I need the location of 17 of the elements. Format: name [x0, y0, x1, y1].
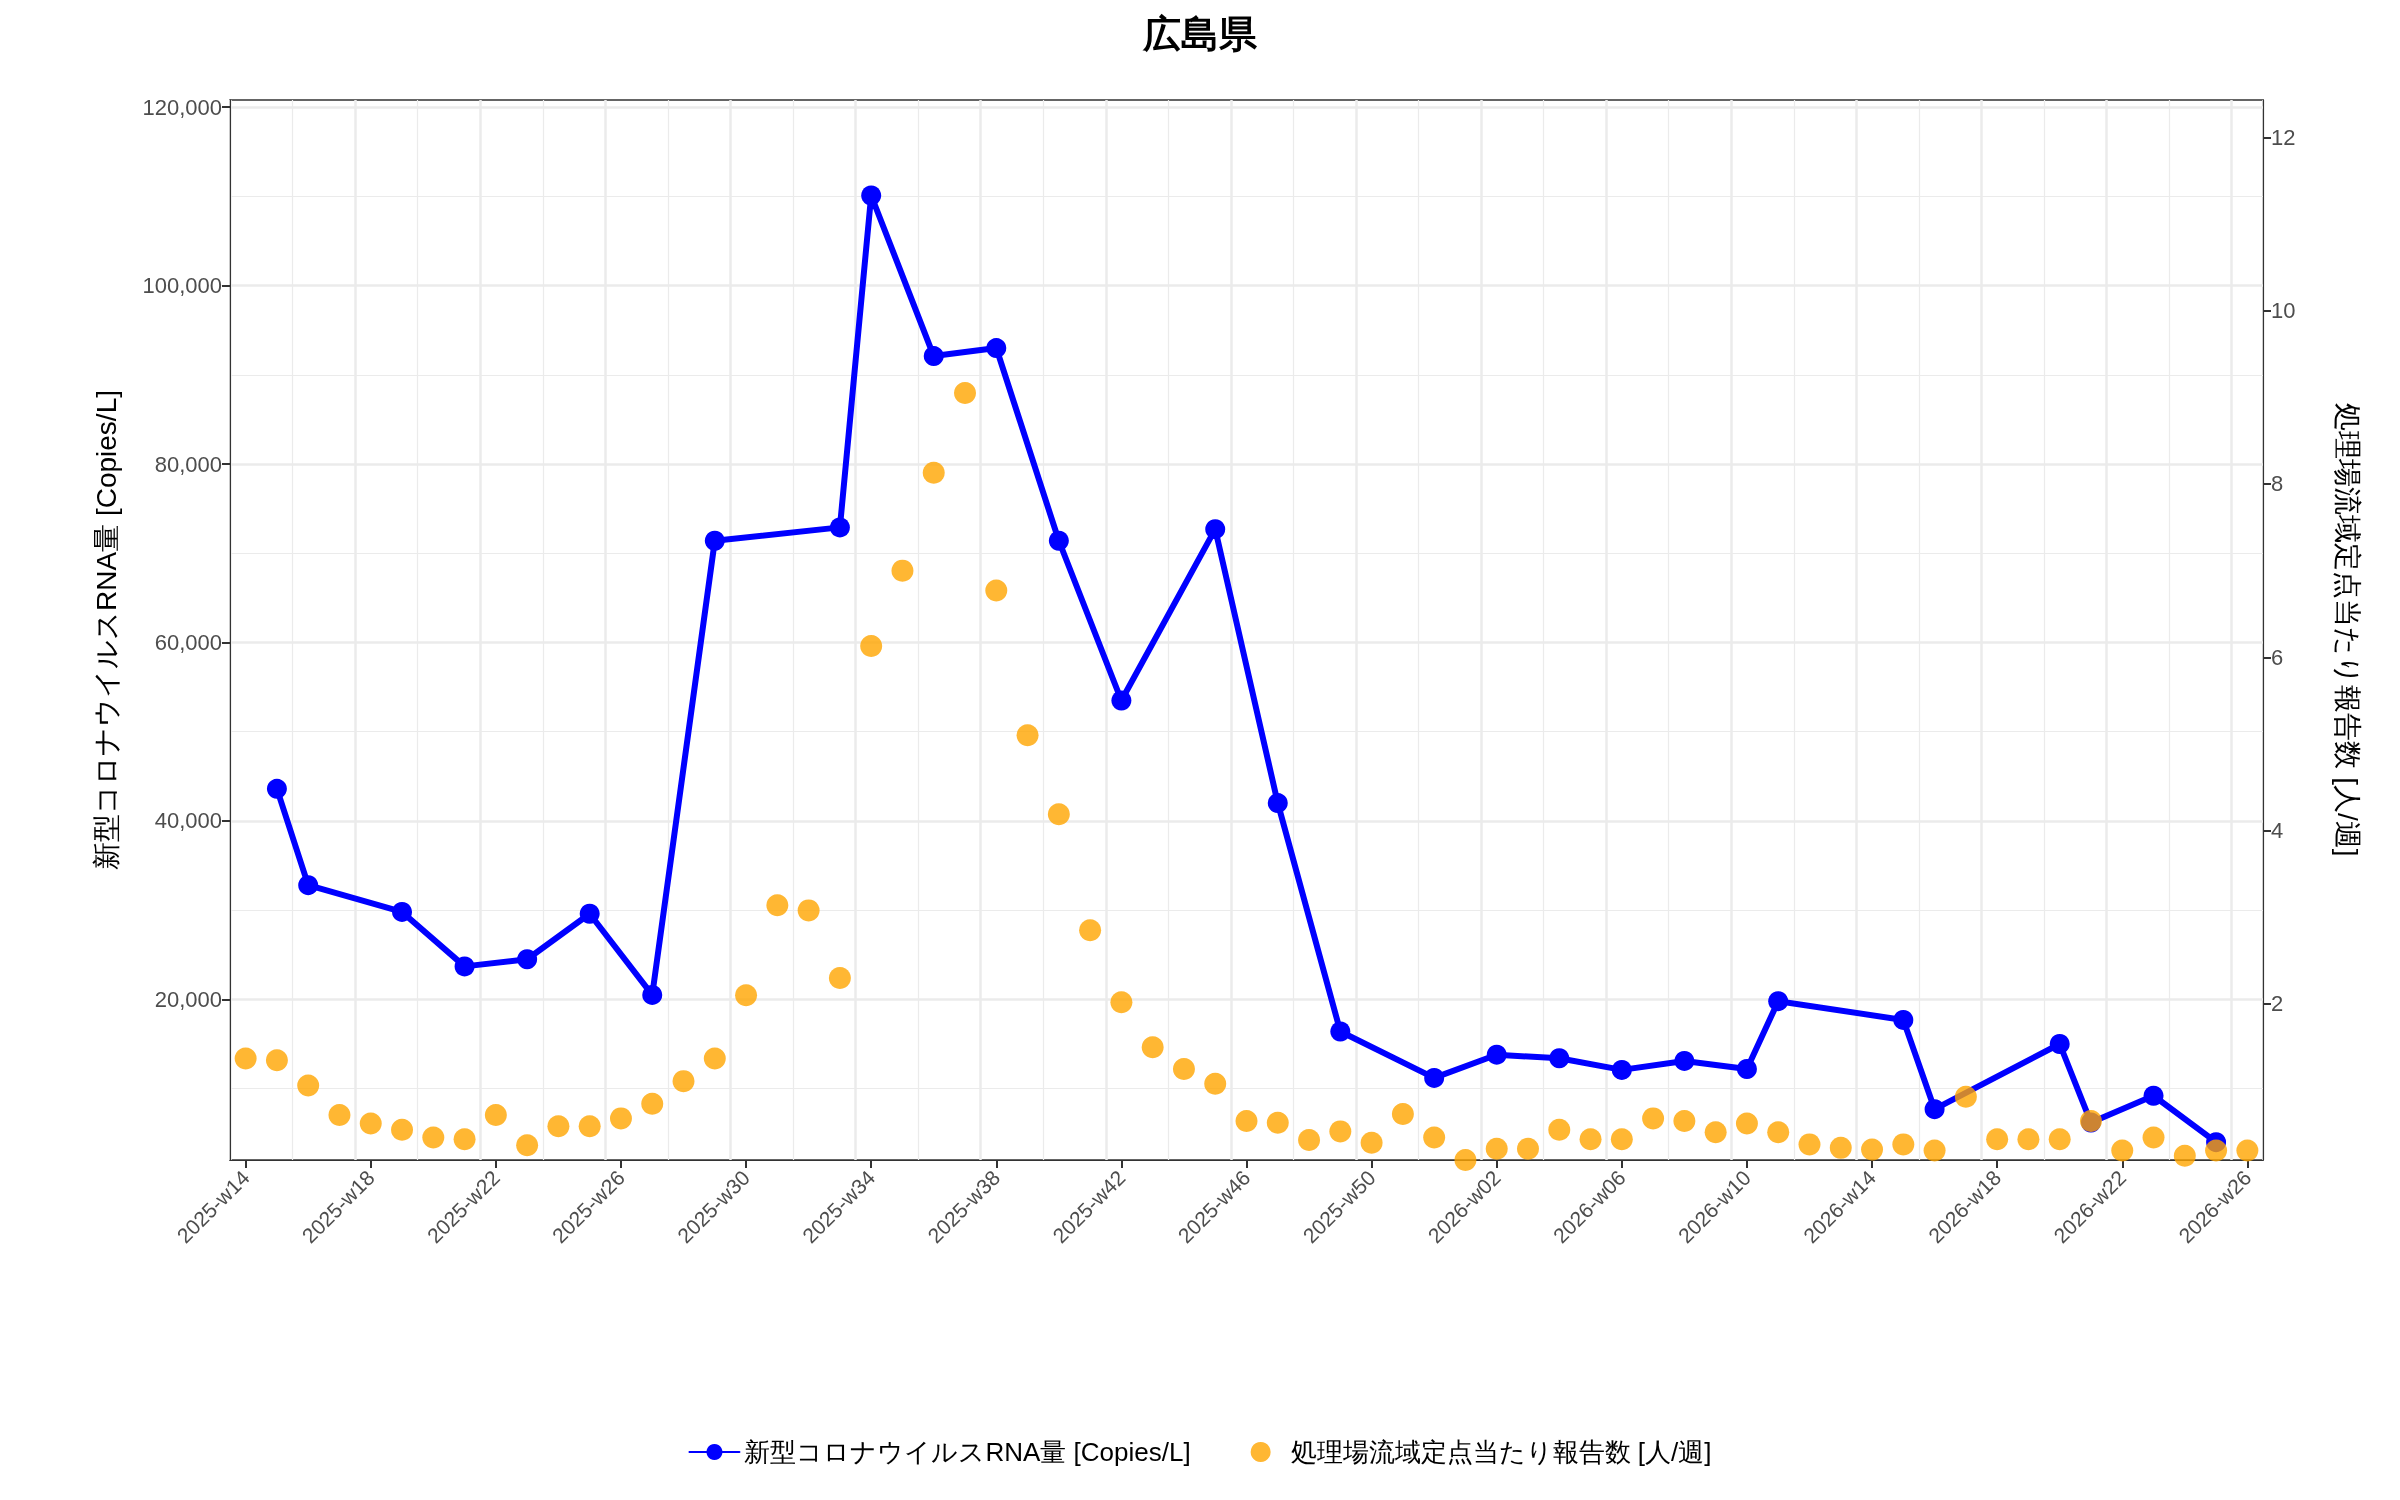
y2-axis-title: 処理場流域定点当たり報告数 [人/週] — [2331, 403, 2363, 857]
y2-tick-label: 2 — [2271, 991, 2284, 1017]
y-tick-label: 20,000 — [154, 986, 222, 1012]
legend-label: 新型コロナウイルスRNA量 [Copies/L] — [744, 1437, 1191, 1467]
y-tick-label: 100,000 — [142, 273, 222, 299]
y2-tick-label: 8 — [2271, 471, 2284, 497]
y-tick-label: 120,000 — [142, 94, 222, 120]
y2-tick-label: 6 — [2271, 644, 2284, 670]
y2-tick-label: 12 — [2271, 124, 2296, 150]
y2-tick-label: 4 — [2271, 818, 2284, 844]
y-tick-label: 80,000 — [154, 451, 222, 477]
y-tick-label: 60,000 — [154, 629, 222, 655]
y-tick-label: 40,000 — [154, 808, 222, 834]
y2-tick-label: 10 — [2271, 298, 2296, 324]
y-axis-title: 新型コロナウイルスRNA量 [Copies/L] — [90, 390, 122, 870]
legend-label: 処理場流域定点当たり報告数 [人/週] — [1290, 1437, 1712, 1467]
chart-title: 広島県 — [1142, 13, 1258, 55]
